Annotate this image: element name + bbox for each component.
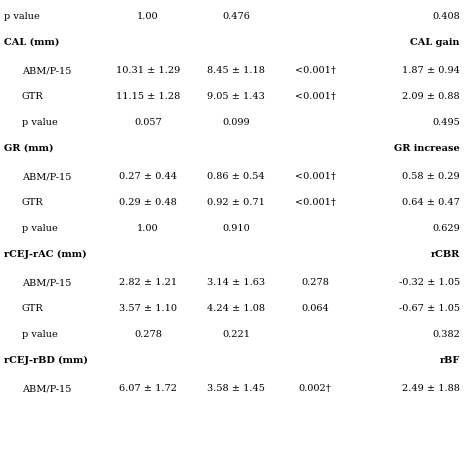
Text: -0.32 ± 1.05: -0.32 ± 1.05 [399,278,460,287]
Text: 2.49 ± 1.88: 2.49 ± 1.88 [402,384,460,393]
Text: 0.278: 0.278 [301,278,329,287]
Text: 0.29 ± 0.48: 0.29 ± 0.48 [119,198,177,207]
Text: rBF: rBF [439,356,460,365]
Text: p value: p value [4,12,40,21]
Text: 3.58 ± 1.45: 3.58 ± 1.45 [207,384,265,393]
Text: <0.001†: <0.001† [294,66,336,75]
Text: -0.67 ± 1.05: -0.67 ± 1.05 [399,304,460,313]
Text: GTR: GTR [22,92,44,101]
Text: 3.14 ± 1.63: 3.14 ± 1.63 [207,278,265,287]
Text: p value: p value [22,330,58,339]
Text: 0.408: 0.408 [432,12,460,21]
Text: <0.001†: <0.001† [294,198,336,207]
Text: 0.221: 0.221 [222,330,250,339]
Text: 11.15 ± 1.28: 11.15 ± 1.28 [116,92,180,101]
Text: 8.45 ± 1.18: 8.45 ± 1.18 [207,66,265,75]
Text: rCEJ-rBD (mm): rCEJ-rBD (mm) [4,356,88,365]
Text: CAL (mm): CAL (mm) [4,38,59,47]
Text: 0.92 ± 0.71: 0.92 ± 0.71 [207,198,265,207]
Text: 0.64 ± 0.47: 0.64 ± 0.47 [402,198,460,207]
Text: 0.064: 0.064 [301,304,329,313]
Text: ABM/P-15: ABM/P-15 [22,66,72,75]
Text: 0.86 ± 0.54: 0.86 ± 0.54 [207,172,265,181]
Text: p value: p value [22,224,58,233]
Text: p value: p value [22,118,58,127]
Text: 0.27 ± 0.44: 0.27 ± 0.44 [119,172,177,181]
Text: 0.476: 0.476 [222,12,250,21]
Text: ABM/P-15: ABM/P-15 [22,278,72,287]
Text: <0.001†: <0.001† [294,172,336,181]
Text: GTR: GTR [22,198,44,207]
Text: 1.00: 1.00 [137,224,159,233]
Text: rCBR: rCBR [431,250,460,259]
Text: 3.57 ± 1.10: 3.57 ± 1.10 [119,304,177,313]
Text: 1.87 ± 0.94: 1.87 ± 0.94 [402,66,460,75]
Text: GTR: GTR [22,304,44,313]
Text: ABM/P-15: ABM/P-15 [22,384,72,393]
Text: ABM/P-15: ABM/P-15 [22,172,72,181]
Text: CAL gain: CAL gain [410,38,460,47]
Text: GR (mm): GR (mm) [4,144,54,153]
Text: 0.057: 0.057 [134,118,162,127]
Text: 0.099: 0.099 [222,118,250,127]
Text: 10.31 ± 1.29: 10.31 ± 1.29 [116,66,180,75]
Text: 9.05 ± 1.43: 9.05 ± 1.43 [207,92,265,101]
Text: 2.82 ± 1.21: 2.82 ± 1.21 [119,278,177,287]
Text: 0.495: 0.495 [432,118,460,127]
Text: 2.09 ± 0.88: 2.09 ± 0.88 [402,92,460,101]
Text: 1.00: 1.00 [137,12,159,21]
Text: 0.382: 0.382 [432,330,460,339]
Text: GR increase: GR increase [394,144,460,153]
Text: 0.629: 0.629 [432,224,460,233]
Text: 4.24 ± 1.08: 4.24 ± 1.08 [207,304,265,313]
Text: 6.07 ± 1.72: 6.07 ± 1.72 [119,384,177,393]
Text: 0.910: 0.910 [222,224,250,233]
Text: 0.58 ± 0.29: 0.58 ± 0.29 [402,172,460,181]
Text: <0.001†: <0.001† [294,92,336,101]
Text: 0.278: 0.278 [134,330,162,339]
Text: rCEJ-rAC (mm): rCEJ-rAC (mm) [4,250,87,259]
Text: 0.002†: 0.002† [299,384,331,393]
